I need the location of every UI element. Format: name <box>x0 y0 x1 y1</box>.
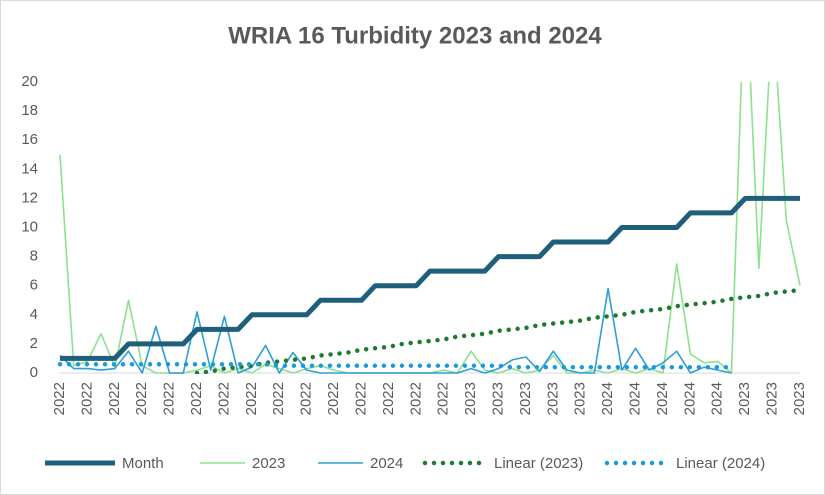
x-tick-label: 2022 <box>270 382 287 415</box>
x-tick-label: 2023 <box>764 382 781 415</box>
x-tick-label: 2023 <box>489 382 506 415</box>
y-tick-label: 18 <box>21 102 38 119</box>
x-tick-label: 2023 <box>572 382 589 415</box>
x-tick-label: 2022 <box>133 382 150 415</box>
y-tick-label: 6 <box>30 277 38 294</box>
x-tick-label: 2022 <box>215 382 232 415</box>
x-tick-label: 2024 <box>627 382 644 415</box>
x-tick-label: 2022 <box>352 382 369 415</box>
x-tick-label: 2022 <box>78 382 95 415</box>
legend-label: Linear (2024) <box>676 455 765 472</box>
x-tick-label: 2024 <box>709 382 726 415</box>
series-line <box>60 195 800 361</box>
x-tick-label: 2022 <box>380 382 397 415</box>
y-tick-label: 8 <box>30 248 38 265</box>
x-tick-label: 2022 <box>188 382 205 415</box>
y-tick-label: 10 <box>21 218 38 235</box>
x-tick-label: 2022 <box>407 382 424 415</box>
legend-label: Month <box>122 455 164 472</box>
x-tick-label: 2023 <box>544 382 561 415</box>
series-line <box>57 362 734 370</box>
y-tick-label: 20 <box>21 73 38 90</box>
y-tick-label: 12 <box>21 189 38 206</box>
y-tick-label: 0 <box>30 364 38 381</box>
x-tick-label: 2023 <box>517 382 534 415</box>
x-tick-label: 2022 <box>51 382 68 415</box>
x-tick-label: 2022 <box>243 382 260 415</box>
x-tick-label: 2023 <box>462 382 479 415</box>
y-tick-label: 2 <box>30 335 38 352</box>
legend-label: 2024 <box>370 455 403 472</box>
x-tick-label: 2022 <box>325 382 342 415</box>
x-tick-label: 2022 <box>106 382 123 415</box>
x-tick-label: 2024 <box>654 382 671 415</box>
legend-label: 2023 <box>252 455 285 472</box>
x-tick-label: 2024 <box>599 382 616 415</box>
legend-label: Linear (2023) <box>494 455 583 472</box>
series-line <box>194 287 803 374</box>
x-tick-label: 2023 <box>736 382 753 415</box>
y-tick-label: 14 <box>21 160 38 177</box>
x-tick-label: 2022 <box>161 382 178 415</box>
x-tick-label: 2022 <box>435 382 452 415</box>
chart-title: WRIA 16 Turbidity 2023 and 2024 <box>228 22 602 49</box>
x-tick-label: 2022 <box>298 382 315 415</box>
plot-area <box>57 82 803 374</box>
x-tick-label: 2023 <box>791 382 808 415</box>
y-tick-label: 4 <box>30 306 38 323</box>
y-tick-label: 16 <box>21 131 38 148</box>
series-line <box>59 287 732 374</box>
x-tick-label: 2024 <box>681 382 698 415</box>
